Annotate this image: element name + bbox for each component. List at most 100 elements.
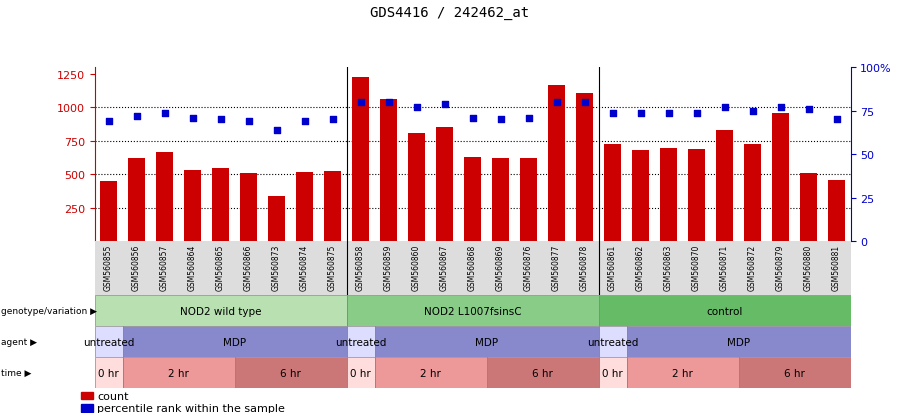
Bar [94, 295, 346, 326]
Bar [772, 114, 789, 242]
Text: NOD2 wild type: NOD2 wild type [180, 306, 261, 316]
Text: GDS4416 / 242462_at: GDS4416 / 242462_at [371, 6, 529, 20]
Bar [626, 326, 850, 357]
Text: percentile rank within the sample: percentile rank within the sample [97, 403, 285, 413]
Text: GSM560874: GSM560874 [300, 244, 309, 291]
Text: GSM560871: GSM560871 [720, 244, 729, 290]
Point [606, 110, 620, 116]
Bar [739, 357, 850, 388]
Bar [598, 357, 626, 388]
Text: untreated: untreated [335, 337, 386, 347]
Text: MDP: MDP [727, 337, 750, 347]
Bar [352, 78, 369, 242]
Bar [436, 128, 453, 242]
Bar [346, 326, 374, 357]
Bar [324, 171, 341, 242]
Text: count: count [97, 391, 129, 401]
Point [717, 105, 732, 112]
Text: 6 hr: 6 hr [280, 368, 301, 378]
Text: GSM560875: GSM560875 [328, 244, 337, 291]
Bar [828, 180, 845, 242]
Text: GSM560866: GSM560866 [244, 244, 253, 291]
Point [634, 110, 648, 116]
Bar [81, 392, 93, 399]
Point [325, 117, 339, 123]
Text: GSM560862: GSM560862 [636, 244, 645, 290]
Text: GSM560880: GSM560880 [804, 244, 813, 290]
Point [241, 119, 256, 125]
Text: 2 hr: 2 hr [420, 368, 441, 378]
Bar [212, 169, 229, 242]
Text: GSM560863: GSM560863 [664, 244, 673, 291]
Text: GSM560865: GSM560865 [216, 244, 225, 291]
Text: GSM560870: GSM560870 [692, 244, 701, 291]
Bar [408, 133, 425, 242]
Text: GSM560856: GSM560856 [132, 244, 141, 291]
Bar [122, 326, 346, 357]
Text: GSM560877: GSM560877 [552, 244, 561, 291]
Point [382, 100, 396, 106]
Text: GSM560855: GSM560855 [104, 244, 113, 291]
Point [437, 101, 452, 108]
Text: 2 hr: 2 hr [168, 368, 189, 378]
Bar [744, 144, 760, 242]
Text: GSM560879: GSM560879 [776, 244, 785, 291]
Point [521, 115, 535, 122]
Text: GSM560878: GSM560878 [580, 244, 589, 290]
Point [773, 105, 788, 112]
Point [577, 100, 591, 106]
Bar [598, 326, 626, 357]
Bar [184, 171, 201, 242]
Text: 0 hr: 0 hr [350, 368, 371, 378]
Bar [122, 357, 235, 388]
Point [185, 115, 200, 122]
Point [213, 117, 228, 123]
Bar [81, 404, 93, 412]
Text: agent ▶: agent ▶ [1, 337, 37, 346]
Text: GSM560868: GSM560868 [468, 244, 477, 290]
Text: 0 hr: 0 hr [98, 368, 119, 378]
Text: genotype/variation ▶: genotype/variation ▶ [1, 306, 97, 315]
Bar [268, 196, 285, 242]
Bar [800, 173, 817, 242]
Point [269, 127, 284, 134]
Bar [156, 152, 173, 242]
Bar [380, 100, 397, 242]
Text: GSM560859: GSM560859 [384, 244, 393, 291]
Bar [660, 148, 677, 242]
Bar [548, 85, 565, 242]
Bar [374, 357, 487, 388]
Bar [604, 145, 621, 242]
Point [297, 119, 311, 125]
Point [745, 108, 760, 115]
Point [829, 117, 843, 123]
Bar [716, 131, 733, 242]
Text: GSM560857: GSM560857 [160, 244, 169, 291]
Bar [346, 295, 598, 326]
Point [801, 107, 815, 113]
Bar [688, 150, 705, 242]
Point [158, 110, 172, 116]
Text: GSM560869: GSM560869 [496, 244, 505, 291]
Bar [464, 157, 481, 242]
Bar [374, 326, 598, 357]
Bar [128, 159, 145, 242]
Point [130, 114, 144, 120]
Text: MDP: MDP [475, 337, 498, 347]
Text: 6 hr: 6 hr [532, 368, 553, 378]
Text: time ▶: time ▶ [1, 368, 32, 377]
Bar [520, 158, 537, 242]
Point [549, 100, 563, 106]
Point [689, 110, 704, 116]
Text: GSM560861: GSM560861 [608, 244, 617, 290]
Text: GSM560876: GSM560876 [524, 244, 533, 291]
Text: GSM560864: GSM560864 [188, 244, 197, 291]
Point [465, 115, 480, 122]
Text: GSM560858: GSM560858 [356, 244, 365, 290]
Point [410, 105, 424, 112]
Text: GSM560872: GSM560872 [748, 244, 757, 290]
Bar [94, 326, 122, 357]
Text: GSM560867: GSM560867 [440, 244, 449, 291]
Text: untreated: untreated [587, 337, 638, 347]
Bar [492, 158, 508, 242]
